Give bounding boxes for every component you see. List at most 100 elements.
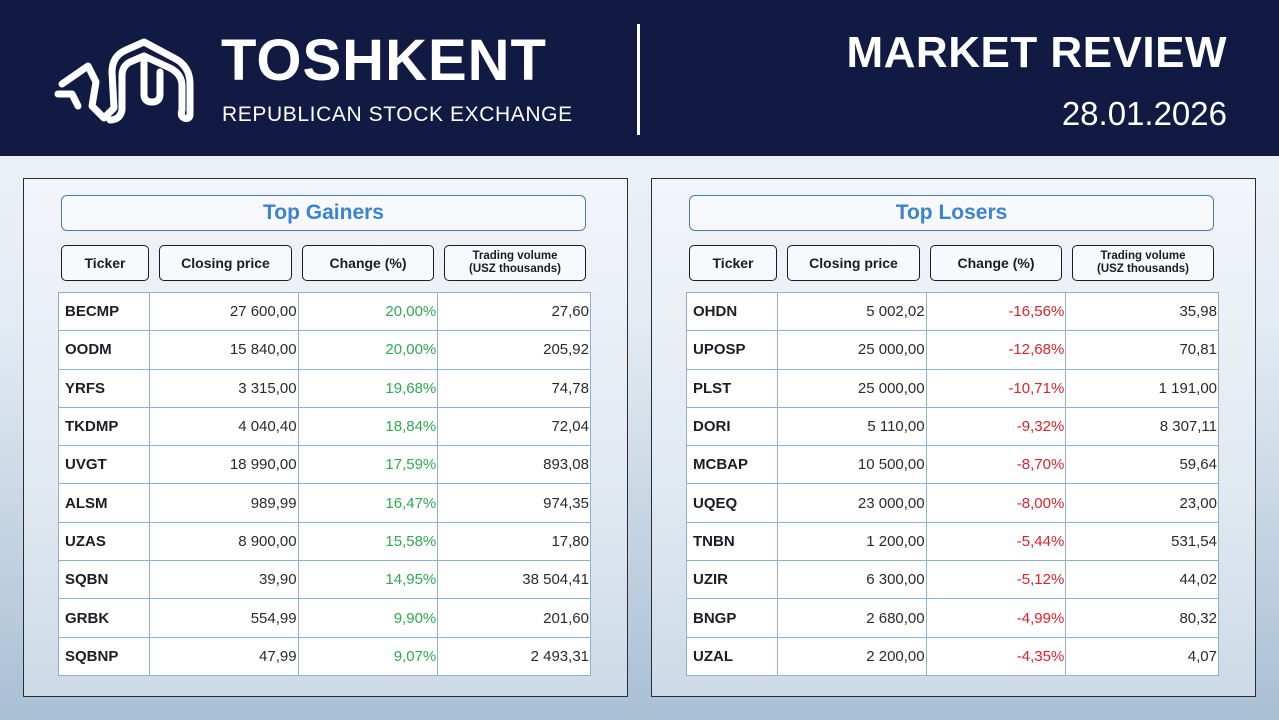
header-banner: TOSHKENT REPUBLICAN STOCK EXCHANGE MARKE… xyxy=(0,0,1279,156)
trading-volume-cell: 59,64 xyxy=(1065,445,1219,485)
closing-price-cell: 989,99 xyxy=(148,483,299,523)
column-header-label: Trading volume xyxy=(472,250,558,262)
table-row: UZAL 2 200,00 -4,35% 4,07 xyxy=(686,636,1219,676)
closing-price-cell: 5 110,00 xyxy=(776,406,927,447)
table-row: MCBAP 10 500,00 -8,70% 59,64 xyxy=(686,445,1219,485)
trading-volume-cell: 80,32 xyxy=(1065,598,1219,638)
ticker-cell: TNBN xyxy=(686,521,778,562)
table-row: UZAS 8 900,00 15,58% 17,80 xyxy=(58,521,591,562)
closing-price-cell: 4 040,40 xyxy=(148,406,299,447)
trading-volume-cell: 201,60 xyxy=(437,598,591,638)
ticker-cell: OHDN xyxy=(686,291,778,332)
closing-price-cell: 8 900,00 xyxy=(148,521,299,562)
column-header-change: Change (%) xyxy=(930,245,1062,281)
change-cell: -10,71% xyxy=(925,368,1067,408)
ticker-cell: UQEQ xyxy=(686,483,778,523)
report-title: MARKET REVIEW xyxy=(846,28,1227,77)
change-cell: 14,95% xyxy=(297,560,439,600)
ticker-cell: YRFS xyxy=(58,368,150,408)
change-cell: -5,44% xyxy=(925,521,1067,562)
closing-price-cell: 5 002,02 xyxy=(776,291,927,332)
ticker-cell: GRBK xyxy=(58,598,150,638)
column-header-label: Trading volume xyxy=(1100,250,1186,262)
ticker-cell: BNGP xyxy=(686,598,778,638)
table-row: TNBN 1 200,00 -5,44% 531,54 xyxy=(686,521,1219,562)
change-cell: 18,84% xyxy=(297,406,439,447)
column-header-label: Closing price xyxy=(181,254,270,271)
trading-volume-cell: 38 504,41 xyxy=(437,560,591,600)
trading-volume-cell: 531,54 xyxy=(1065,521,1219,562)
change-cell: -4,35% xyxy=(925,636,1067,676)
closing-price-cell: 47,99 xyxy=(148,636,299,676)
top-losers-title: Top Losers xyxy=(689,195,1214,231)
change-cell: 20,00% xyxy=(297,291,439,332)
trading-volume-cell: 23,00 xyxy=(1065,483,1219,523)
column-header-ticker: Ticker xyxy=(689,245,777,281)
trading-volume-cell: 17,80 xyxy=(437,521,591,562)
column-header-change: Change (%) xyxy=(302,245,434,281)
table-row: OODM 15 840,00 20,00% 205,92 xyxy=(58,330,591,370)
ticker-cell: SQBNP xyxy=(58,636,150,676)
top-gainers-table: BECMP 27 600,00 20,00% 27,60 OODM 15 840,00 20… xyxy=(58,291,591,676)
table-row: UVGT 18 990,00 17,59% 893,08 xyxy=(58,445,591,485)
table-row: DORI 5 110,00 -9,32% 8 307,11 xyxy=(686,406,1219,447)
change-cell: -8,00% xyxy=(925,483,1067,523)
trading-volume-cell: 8 307,11 xyxy=(1065,406,1219,447)
closing-price-cell: 10 500,00 xyxy=(776,445,927,485)
change-cell: 16,47% xyxy=(297,483,439,523)
column-header-label: Ticker xyxy=(712,254,754,271)
column-header-label: Change (%) xyxy=(329,254,407,271)
closing-price-cell: 39,90 xyxy=(148,560,299,600)
trading-volume-cell: 2 493,31 xyxy=(437,636,591,676)
closing-price-cell: 25 000,00 xyxy=(776,330,927,370)
column-header-trading-volume: Trading volume (USZ thousands) xyxy=(444,245,586,281)
brand-name: TOSHKENT xyxy=(221,28,547,93)
closing-price-cell: 25 000,00 xyxy=(776,368,927,408)
ticker-cell: UZIR xyxy=(686,560,778,600)
trading-volume-cell: 893,08 xyxy=(437,445,591,485)
ticker-cell: ALSM xyxy=(58,483,150,523)
table-row: SQBNP 47,99 9,07% 2 493,31 xyxy=(58,636,591,676)
closing-price-cell: 2 680,00 xyxy=(776,598,927,638)
change-cell: 9,90% xyxy=(297,598,439,638)
change-cell: 15,58% xyxy=(297,521,439,562)
column-header-trading-volume: Trading volume (USZ thousands) xyxy=(1072,245,1214,281)
table-row: ALSM 989,99 16,47% 974,35 xyxy=(58,483,591,523)
column-header-closing-price: Closing price xyxy=(787,245,920,281)
ticker-cell: OODM xyxy=(58,330,150,370)
ticker-cell: BECMP xyxy=(58,291,150,332)
change-cell: -12,68% xyxy=(925,330,1067,370)
trading-volume-cell: 1 191,00 xyxy=(1065,368,1219,408)
column-header-label: Closing price xyxy=(809,254,898,271)
trading-volume-cell: 44,02 xyxy=(1065,560,1219,600)
change-cell: -4,99% xyxy=(925,598,1067,638)
ticker-cell: DORI xyxy=(686,406,778,447)
ticker-cell: UZAS xyxy=(58,521,150,562)
table-row: UZIR 6 300,00 -5,12% 44,02 xyxy=(686,560,1219,600)
change-cell: 17,59% xyxy=(297,445,439,485)
exchange-logo-icon xyxy=(54,38,194,124)
trading-volume-cell: 4,07 xyxy=(1065,636,1219,676)
top-losers-panel: Top Losers Ticker Closing price Change (… xyxy=(651,178,1256,697)
trading-volume-cell: 27,60 xyxy=(437,291,591,332)
table-row: BNGP 2 680,00 -4,99% 80,32 xyxy=(686,598,1219,638)
trading-volume-cell: 35,98 xyxy=(1065,291,1219,332)
table-row: YRFS 3 315,00 19,68% 74,78 xyxy=(58,368,591,408)
change-cell: 9,07% xyxy=(297,636,439,676)
table-row: TKDMP 4 040,40 18,84% 72,04 xyxy=(58,406,591,447)
table-row: UPOSP 25 000,00 -12,68% 70,81 xyxy=(686,330,1219,370)
top-gainers-panel: Top Gainers Ticker Closing price Change … xyxy=(23,178,628,697)
closing-price-cell: 6 300,00 xyxy=(776,560,927,600)
closing-price-cell: 3 315,00 xyxy=(148,368,299,408)
top-gainers-title: Top Gainers xyxy=(61,195,586,231)
column-header-label: Change (%) xyxy=(957,254,1035,271)
column-header-label: Ticker xyxy=(84,254,126,271)
column-header-closing-price: Closing price xyxy=(159,245,292,281)
trading-volume-cell: 72,04 xyxy=(437,406,591,447)
trading-volume-cell: 74,78 xyxy=(437,368,591,408)
brand-subtitle: REPUBLICAN STOCK EXCHANGE xyxy=(222,103,573,126)
closing-price-cell: 1 200,00 xyxy=(776,521,927,562)
trading-volume-cell: 205,92 xyxy=(437,330,591,370)
change-cell: 19,68% xyxy=(297,368,439,408)
header-divider xyxy=(637,24,640,135)
